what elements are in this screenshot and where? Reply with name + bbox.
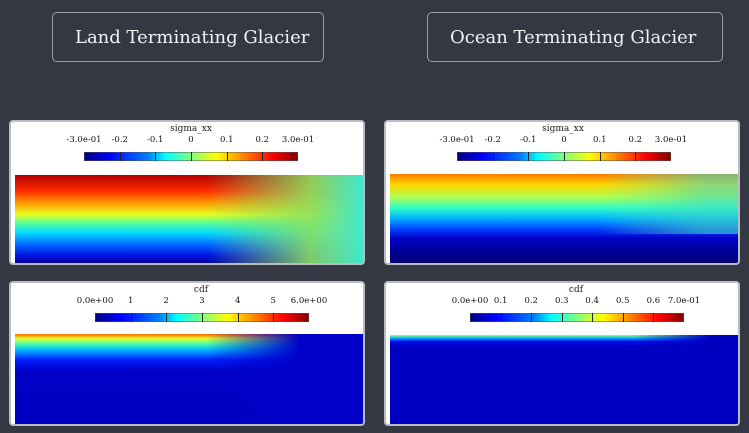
tick-label: 0.0e+00: [76, 296, 114, 306]
colorbar-tick-labels: 0.0e+00 0.1 0.2 0.3 0.4 0.5 0.6 7.0e-01: [452, 296, 700, 307]
tick-label: 7.0e-01: [667, 296, 701, 306]
tick-label: 0.2: [524, 296, 538, 306]
sigma-xx-field: [15, 175, 363, 263]
tick-label: 0.2: [628, 135, 643, 145]
tick-label: 3.0e-01: [281, 135, 315, 145]
tick-label: -3.0e-01: [66, 135, 102, 145]
tick-label: 0.6: [646, 296, 661, 306]
tick-label: 0.2: [255, 135, 270, 145]
tick-label: -0.1: [520, 135, 537, 145]
tick-label: 0.3: [555, 296, 569, 306]
cdf-field: [15, 334, 363, 424]
colorbar-title: cdf: [193, 285, 209, 295]
tick-label: 0.1: [493, 296, 508, 306]
land-cdf-panel: cdf 0.0e+00 1 2 3 4 5 6.0e+00: [9, 281, 365, 426]
tick-label: 0: [561, 135, 567, 145]
tick-label: 3: [199, 296, 205, 306]
tick-label: -0.2: [111, 135, 128, 145]
tick-label: 1: [128, 296, 134, 306]
tick-label: 0: [188, 135, 194, 145]
tick-label: 4: [235, 296, 241, 306]
sigma-xx-field: [390, 174, 738, 263]
land-sigma-xx-panel: sigma_xx -3.0e-01 -0.2 -0.1 0 0.1 0.2 3.…: [9, 120, 365, 265]
tick-label: 3.0e-01: [654, 135, 688, 145]
tick-label: 2: [163, 296, 169, 306]
colorbar: [84, 152, 298, 161]
cdf-field: [390, 335, 738, 424]
tick-label: 0.1: [592, 135, 607, 145]
tick-label: 0.5: [616, 296, 630, 306]
tick-label: 5: [270, 296, 276, 306]
tick-label: 0.0e+00: [451, 296, 489, 306]
colorbar: [457, 152, 671, 161]
colorbar: [95, 313, 309, 322]
colorbar-tick-labels: 0.0e+00 1 2 3 4 5 6.0e+00: [77, 296, 328, 307]
tick-label: 0.1: [219, 135, 234, 145]
tick-label: -3.0e-01: [439, 135, 475, 145]
ocean-sigma-xx-panel: sigma_xx -3.0e-01 -0.2 -0.1 0 0.1 0.2 3.…: [384, 120, 740, 265]
tick-label: -0.1: [147, 135, 164, 145]
colorbar: [470, 313, 684, 322]
land-terminating-title: Land Terminating Glacier: [52, 12, 324, 62]
ocean-cdf-panel: cdf 0.0e+00 0.1 0.2 0.3 0.4 0.5 0.6 7.0e…: [384, 281, 740, 426]
tick-label: -0.2: [484, 135, 501, 145]
colorbar-title: cdf: [568, 285, 584, 295]
tick-label: 6.0e+00: [290, 296, 328, 306]
ocean-terminating-title: Ocean Terminating Glacier: [427, 12, 723, 62]
colorbar-tick-labels: -3.0e-01 -0.2 -0.1 0 0.1 0.2 3.0e-01: [439, 135, 687, 146]
tick-label: 0.4: [585, 296, 599, 306]
colorbar-tick-labels: -3.0e-01 -0.2 -0.1 0 0.1 0.2 3.0e-01: [66, 135, 314, 146]
colorbar-title: sigma_xx: [170, 124, 212, 134]
colorbar-title: sigma_xx: [542, 124, 584, 134]
